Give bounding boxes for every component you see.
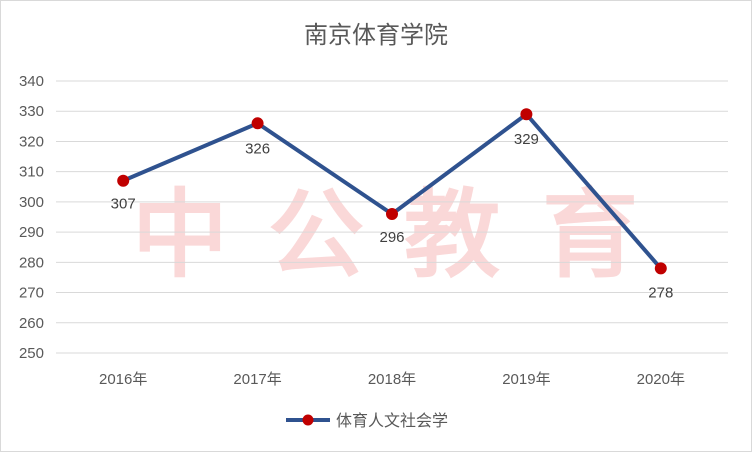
data-label: 326 (245, 140, 270, 157)
chart-title: 南京体育学院 (304, 21, 448, 49)
watermark-char: 教 (404, 179, 500, 291)
y-tick-label: 320 (19, 133, 44, 150)
series (117, 108, 667, 275)
x-tick-label: 2019年 (502, 371, 550, 388)
data-label: 329 (514, 131, 539, 148)
data-point (117, 174, 130, 187)
watermark-char: 公 (268, 179, 364, 291)
watermark-char: 中 (132, 179, 228, 291)
x-tick-label: 2016年 (99, 371, 147, 388)
watermark: 中公教育 (132, 179, 638, 291)
y-axis-ticks: 250 260 270 280 290 300 310 320 330 340 (19, 73, 44, 362)
y-tick-label: 250 (19, 345, 44, 362)
legend-marker-swatch (302, 414, 314, 426)
x-axis-ticks: 2016年 2017年 2018年 2019年 2020年 (99, 371, 685, 388)
y-tick-label: 260 (19, 315, 44, 332)
y-tick-label: 290 (19, 224, 44, 241)
y-tick-label: 330 (19, 103, 44, 120)
x-tick-label: 2017年 (233, 371, 281, 388)
data-point (520, 108, 533, 121)
y-tick-label: 340 (19, 73, 44, 90)
y-tick-label: 310 (19, 164, 44, 181)
x-tick-label: 2020年 (637, 371, 685, 388)
data-point (251, 117, 264, 130)
data-labels: 307 326 296 329 278 (111, 131, 674, 301)
gridlines (56, 80, 728, 354)
y-tick-label: 300 (19, 194, 44, 211)
y-tick-label: 270 (19, 285, 44, 302)
watermark-char: 育 (542, 179, 638, 291)
x-tick-label: 2018年 (368, 371, 416, 388)
data-label: 307 (111, 196, 136, 213)
y-tick-label: 280 (19, 254, 44, 271)
legend-label: 体育人文社会学 (336, 411, 448, 430)
data-point (386, 207, 398, 220)
data-label: 278 (648, 284, 673, 301)
legend[interactable]: 体育人文社会学 (286, 411, 448, 430)
data-label: 296 (379, 229, 404, 246)
data-point (654, 262, 667, 275)
